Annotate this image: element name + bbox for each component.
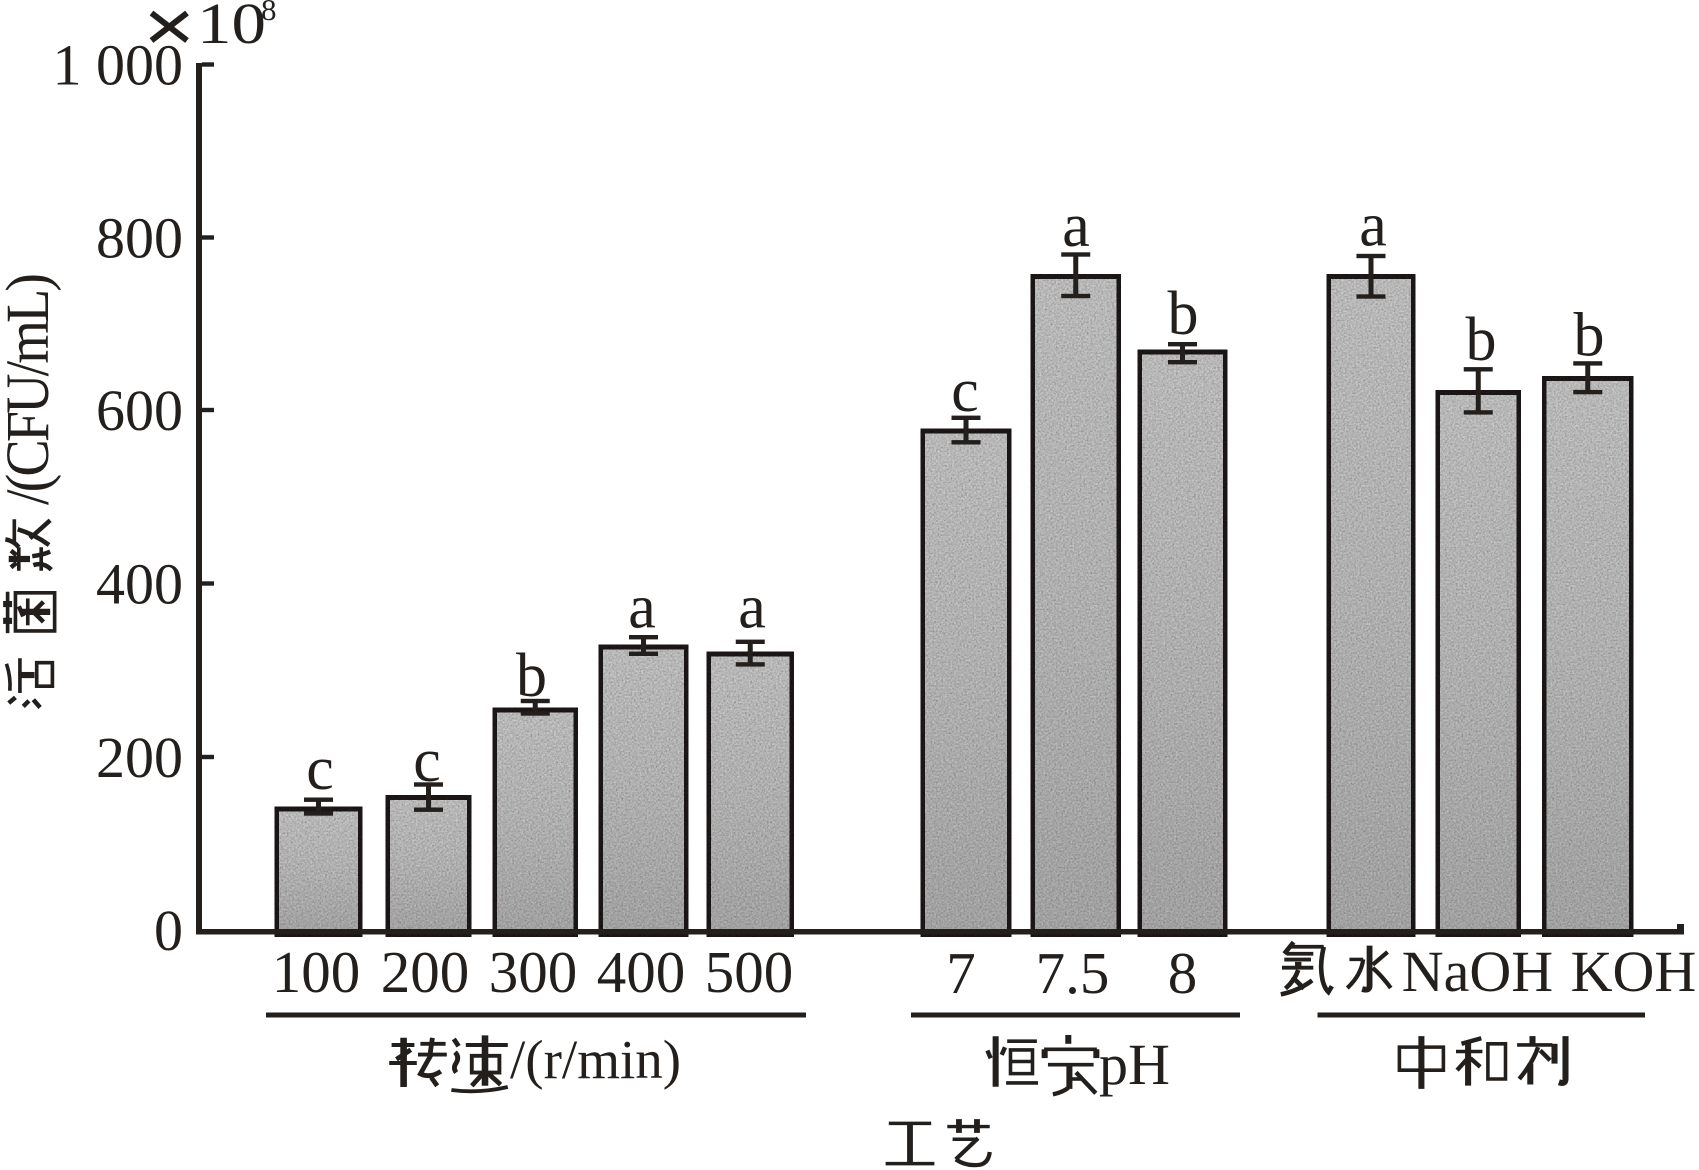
svg-text:600: 600 <box>96 378 183 443</box>
svg-text:a: a <box>628 574 656 642</box>
svg-text:/(CFU/mL): /(CFU/mL) <box>0 273 62 505</box>
svg-text:/(r/min): /(r/min) <box>510 1029 681 1090</box>
svg-text:a: a <box>738 574 766 642</box>
svg-text:400: 400 <box>597 939 686 1005</box>
svg-text:c: c <box>413 727 441 795</box>
svg-text:100: 100 <box>272 939 361 1005</box>
svg-text:500: 500 <box>705 939 794 1005</box>
svg-text:NaOH: NaOH <box>1402 939 1553 1004</box>
svg-text:200: 200 <box>96 725 183 790</box>
svg-text:b: b <box>1466 306 1497 374</box>
svg-text:a: a <box>1062 192 1090 260</box>
svg-text:7.5: 7.5 <box>1036 940 1110 1006</box>
svg-text:b: b <box>1168 280 1199 348</box>
svg-text:10: 10 <box>197 0 266 56</box>
svg-text:200: 200 <box>381 939 470 1005</box>
svg-text:800: 800 <box>96 206 183 271</box>
svg-text:8: 8 <box>1168 940 1198 1006</box>
svg-text:7: 7 <box>946 940 976 1006</box>
svg-text:a: a <box>1359 192 1387 260</box>
svg-text:0: 0 <box>154 898 183 963</box>
svg-text:KOH: KOH <box>1571 939 1697 1004</box>
svg-text:1 000: 1 000 <box>53 33 184 98</box>
svg-text:b: b <box>516 642 547 710</box>
svg-text:8: 8 <box>261 0 277 27</box>
svg-text:300: 300 <box>489 939 578 1005</box>
svg-text:c: c <box>306 735 334 803</box>
svg-text:pH: pH <box>1099 1032 1170 1097</box>
svg-text:400: 400 <box>96 552 183 617</box>
svg-text:c: c <box>951 357 979 425</box>
svg-text:b: b <box>1574 302 1605 370</box>
